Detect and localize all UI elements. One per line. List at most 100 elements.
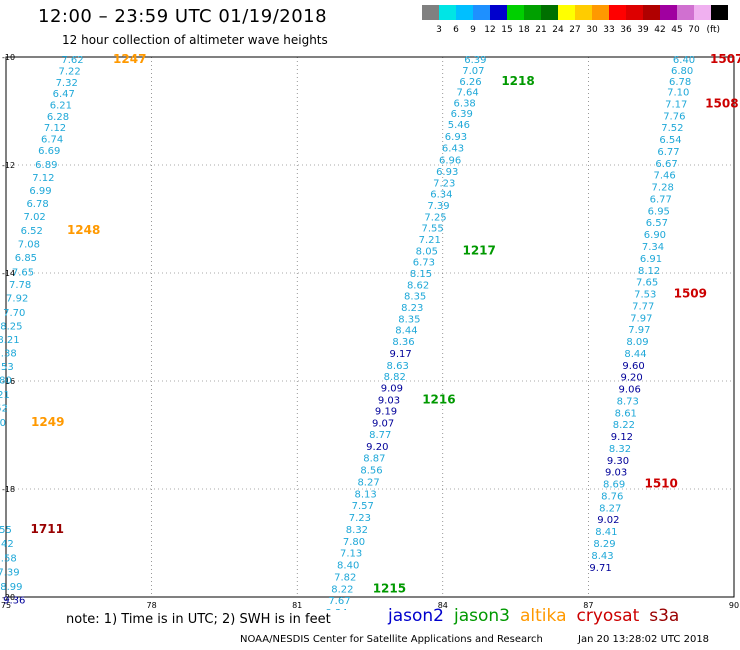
wave-height-value: 8.23 xyxy=(401,303,423,314)
wave-height-value: 6.26 xyxy=(459,77,481,88)
wave-height-value: 9.12 xyxy=(611,432,633,443)
lat-tick-label: -14 xyxy=(2,269,15,278)
lon-tick-label: 90 xyxy=(729,601,739,610)
wave-height-value: 8.13 xyxy=(355,489,377,500)
wave-height-value: 7.64 xyxy=(456,88,478,99)
credit-line: NOAA/NESDIS Center for Satellite Applica… xyxy=(240,634,543,645)
wave-height-value: 7.12 xyxy=(32,173,54,184)
colorbar-swatch xyxy=(677,5,694,20)
wave-height-value: 7.17 xyxy=(665,99,687,110)
wave-height-value: 9.03 xyxy=(605,468,627,479)
wave-height-value: 7.80 xyxy=(343,537,365,548)
lat-tick-label: -16 xyxy=(2,377,15,386)
wave-height-value: 6.90 xyxy=(644,230,666,241)
colorbar-swatch xyxy=(575,5,592,20)
wave-height-value: 6.93 xyxy=(445,132,467,143)
wave-height-value: 7.80 xyxy=(0,375,12,386)
pass-time-label: 1510 xyxy=(644,477,677,491)
wave-height-value: 7.92 xyxy=(6,293,28,304)
colorbar-swatch xyxy=(694,5,711,20)
wave-height-value: 6.96 xyxy=(439,156,461,167)
wave-height-value: 7.77 xyxy=(632,301,654,312)
colorbar-tick-label: 18 xyxy=(518,25,530,35)
wave-height-value: 6.39 xyxy=(464,55,486,66)
colorbar-tick-label: 12 xyxy=(484,25,495,35)
wave-height-value: 7.57 xyxy=(352,501,374,512)
wave-height-value: 7.32 xyxy=(56,78,78,89)
wave-height-value: 8.58 xyxy=(0,554,17,565)
wave-height-value: 9.09 xyxy=(381,383,403,394)
wave-height-value: 7.12 xyxy=(44,123,66,134)
pass-time-label: 1509 xyxy=(674,287,707,301)
wave-height-value: 7.55 xyxy=(0,525,12,536)
wave-height-value: 7.52 xyxy=(0,403,8,414)
colorbar-tick-label: 45 xyxy=(671,25,682,35)
colorbar-swatch xyxy=(558,5,575,20)
wave-height-value: 7.46 xyxy=(653,171,675,182)
colorbar-swatch xyxy=(439,5,456,20)
wave-height-value: 8.22 xyxy=(331,584,353,595)
pass-altika-left: 7.627.227.326.476.216.287.126.746.696.89… xyxy=(0,52,146,429)
wave-height-value: 6.38 xyxy=(454,98,476,109)
generated-timestamp: Jan 20 13:28:02 UTC 2018 xyxy=(578,634,710,645)
wave-height-value: 8.35 xyxy=(398,314,420,325)
wave-height-value: 6.99 xyxy=(29,186,51,197)
colorbar-tick-label: 27 xyxy=(569,25,580,35)
wave-height-value: 8.61 xyxy=(615,408,637,419)
wave-height-value: 8.44 xyxy=(624,349,646,360)
satellite-legend: jason2 jason3 altika cryosat s3a xyxy=(388,606,689,626)
wave-height-value: 8.35 xyxy=(404,292,426,303)
wave-height-value: 7.34 xyxy=(642,242,664,253)
wave-height-value: 9.02 xyxy=(597,515,619,526)
wave-height-value: 8.76 xyxy=(601,491,623,502)
wave-height-value: 8.73 xyxy=(617,396,639,407)
wave-height-value: 6.78 xyxy=(669,77,691,88)
colorbar-tick-label: 15 xyxy=(501,25,512,35)
wave-height-value: 9.71 xyxy=(589,563,611,574)
pass-time-label: 1215 xyxy=(373,581,406,595)
wave-height-value: 7.28 xyxy=(652,183,674,194)
wave-height-value: 9.20 xyxy=(620,373,642,384)
colorbar-legend: 3 6 9 12 15 18 21 24 27 30 33 36 39 42 45 70 (ft) xyxy=(422,5,728,35)
legend-altika: altika xyxy=(520,606,567,626)
wave-height-value: 8.56 xyxy=(360,466,382,477)
wave-height-value: 9.20 xyxy=(366,442,388,453)
wave-height-value: 7.38 xyxy=(0,348,17,359)
wave-height-value: 7.52 xyxy=(661,123,683,134)
colorbar-swatch xyxy=(422,5,439,20)
wave-height-value: 7.65 xyxy=(12,267,34,278)
wave-height-value: 8.82 xyxy=(384,372,406,383)
map-frame xyxy=(5,56,735,598)
wave-height-value: 6.39 xyxy=(451,109,473,120)
pass-s3a-left: 7.55 8.42 8.58 7.39 8.99 9.36 1711 xyxy=(0,522,64,607)
wave-height-value: 6.34 xyxy=(430,190,452,201)
wave-height-value: 7.97 xyxy=(628,325,650,336)
wave-height-value: 8.05 xyxy=(416,246,438,257)
wave-height-value: 6.95 xyxy=(648,206,670,217)
wave-height-value: 7.10 xyxy=(667,88,689,99)
colorbar-tick-label: 70 xyxy=(688,25,700,35)
wave-height-value: 6.80 xyxy=(671,66,693,77)
wave-height-value: 7.55 xyxy=(422,224,444,235)
wave-height-value: 6.67 xyxy=(655,159,677,170)
wave-height-value: 6.78 xyxy=(26,199,48,210)
page-title: 12:00 – 23:59 UTC 01/19/2018 xyxy=(38,6,328,27)
wave-height-value: 8.63 xyxy=(387,361,409,372)
wave-height-value: 8.40 xyxy=(337,561,359,572)
colorbar-swatch xyxy=(473,5,490,20)
legend-jason2: jason2 xyxy=(388,606,444,626)
colorbar-tick-label: 21 xyxy=(535,25,546,35)
wave-height-value: 7.13 xyxy=(340,549,362,560)
wave-height-value: 8.77 xyxy=(369,430,391,441)
wave-height-value: 6.85 xyxy=(15,253,37,264)
wave-height-value: 8.32 xyxy=(609,444,631,455)
pass-time-label: 1218 xyxy=(501,74,534,88)
wave-height-value: 9.19 xyxy=(375,407,397,418)
wave-height-value: 6.28 xyxy=(47,112,69,123)
colorbar-unit: (ft) xyxy=(706,25,720,35)
colorbar-swatch xyxy=(541,5,558,20)
wave-height-value: 9.60 xyxy=(622,361,644,372)
wave-height-value: 6.69 xyxy=(38,146,60,157)
wave-height-value: 6.73 xyxy=(413,258,435,269)
wave-height-value: 8.15 xyxy=(410,269,432,280)
